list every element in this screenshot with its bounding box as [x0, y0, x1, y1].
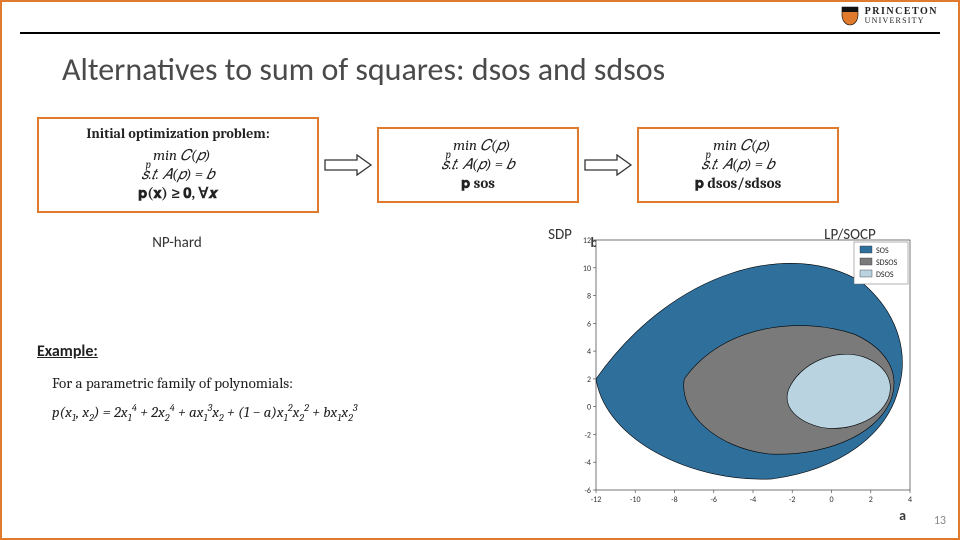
shield-icon [841, 6, 859, 26]
svg-text:4: 4 [587, 347, 591, 357]
arrow-1 [319, 152, 377, 178]
arrow-2 [579, 152, 637, 178]
svg-text:SDSOS: SDSOS [876, 258, 898, 268]
example-poly: p(x1, x2) = 2x14 + 2x24 + ax13x2 + (1 − … [52, 401, 358, 427]
slide-number: 13 [934, 514, 946, 528]
svg-text:-10: -10 [630, 495, 641, 505]
box-lpsocp-st: 𝑠.𝑡. 𝐴(𝑝) = 𝑏 [653, 155, 823, 173]
svg-text:-2: -2 [584, 430, 591, 440]
box-lpsocp-min: pmin 𝐶(𝑝) [653, 136, 823, 154]
princeton-logo: PRINCETON UNIVERSITY [841, 6, 938, 26]
svg-text:-4: -4 [584, 458, 591, 468]
optimization-boxes: Initial optimization problem: pmin 𝐶(𝑝) … [37, 117, 839, 213]
svg-text:0: 0 [829, 495, 833, 505]
slide-title: Alternatives to sum of squares: dsos and… [62, 50, 665, 89]
example-intro: For a parametric family of polynomials: [52, 372, 358, 395]
svg-text:-6: -6 [710, 495, 717, 505]
example-heading: Example: [37, 342, 98, 361]
region-chart: -6-4-2024681012-12-10-8-6-4-2024SOSSDSOS… [568, 232, 918, 512]
svg-text:-8: -8 [671, 495, 678, 505]
slide-frame: PRINCETON UNIVERSITY Alternatives to sum… [0, 0, 960, 540]
svg-text:-2: -2 [789, 495, 796, 505]
svg-text:12: 12 [583, 236, 591, 246]
svg-text:0: 0 [587, 403, 591, 413]
box-initial-min: pmin 𝐶(𝑝) [53, 146, 303, 164]
svg-text:6: 6 [587, 319, 591, 329]
box-sdp-constraint: 𝐩 sos [393, 174, 563, 192]
example-body: For a parametric family of polynomials: … [52, 372, 358, 426]
svg-text:4: 4 [908, 495, 912, 505]
header-rule [20, 32, 940, 34]
box-sdp: pmin 𝐶(𝑝) 𝑠.𝑡. 𝐴(𝑝) = 𝑏 𝐩 sos [377, 127, 579, 203]
logo-text: PRINCETON UNIVERSITY [865, 7, 938, 24]
label-nphard: NP-hard [152, 234, 202, 252]
svg-text:-4: -4 [750, 495, 757, 505]
box-lpsocp: pmin 𝐶(𝑝) 𝑠.𝑡. 𝐴(𝑝) = 𝑏 𝐩 dsos/sdsos [637, 127, 839, 203]
svg-text:8: 8 [587, 292, 591, 302]
svg-text:2: 2 [587, 375, 591, 385]
svg-text:-12: -12 [591, 495, 602, 505]
svg-text:DSOS: DSOS [876, 270, 894, 280]
box-initial-st: 𝑠.𝑡. 𝐴(𝑝) = 𝑏 [53, 165, 303, 183]
box-sdp-min: pmin 𝐶(𝑝) [393, 136, 563, 154]
box-initial: Initial optimization problem: pmin 𝐶(𝑝) … [37, 117, 319, 213]
box-sdp-st: 𝑠.𝑡. 𝐴(𝑝) = 𝑏 [393, 155, 563, 173]
svg-text:2: 2 [869, 495, 873, 505]
box-initial-constraint: 𝐩(𝐱) ≥ 𝟎, ∀𝒙 [53, 184, 303, 202]
box-lpsocp-constraint: 𝐩 dsos/sdsos [653, 174, 823, 192]
svg-text:10: 10 [583, 264, 591, 274]
svg-text:SOS: SOS [876, 246, 889, 256]
box-initial-header: Initial optimization problem: [53, 125, 303, 142]
